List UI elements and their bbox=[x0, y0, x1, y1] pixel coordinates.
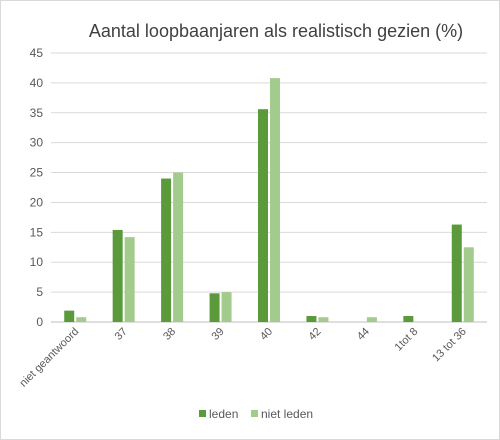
legend-label: leden bbox=[209, 407, 238, 421]
bar-leden bbox=[209, 293, 220, 322]
y-tick-label: 45 bbox=[30, 46, 44, 60]
x-tick-label: 1tot 8 bbox=[393, 326, 421, 354]
y-tick-label: 0 bbox=[36, 315, 43, 329]
y-tick-label: 5 bbox=[36, 285, 43, 299]
bar-niet-leden bbox=[463, 247, 474, 322]
legend: leden niet leden bbox=[199, 407, 313, 421]
bar-leden bbox=[64, 310, 75, 322]
bar-niet-leden bbox=[270, 78, 280, 323]
x-tick-label: 38 bbox=[161, 326, 178, 343]
x-tick-label: niet geantwoord bbox=[18, 326, 82, 390]
bars bbox=[64, 78, 474, 323]
x-axis: niet geantwoord 37 38 39 40 42 44 1tot 8 13 tot … bbox=[18, 326, 469, 390]
bar-leden bbox=[306, 316, 317, 322]
bar-leden bbox=[161, 178, 172, 322]
y-tick-label: 15 bbox=[30, 225, 44, 239]
x-tick-label: 42 bbox=[306, 326, 323, 343]
y-tick-label: 20 bbox=[30, 195, 44, 209]
y-tick-label: 30 bbox=[30, 136, 44, 150]
y-axis-ticks: 0 5 10 15 20 25 30 35 40 45 bbox=[30, 46, 44, 329]
bar-leden bbox=[258, 109, 268, 323]
x-tick-label: 13 tot 36 bbox=[430, 326, 469, 365]
chart-title: Aantal loopbaanjaren als realistisch gez… bbox=[89, 21, 463, 41]
bar-leden bbox=[112, 229, 123, 322]
bar-niet-leden bbox=[221, 292, 232, 322]
bar-leden bbox=[451, 224, 462, 322]
y-tick-label: 40 bbox=[30, 76, 44, 90]
gridlines bbox=[51, 52, 487, 323]
legend-swatch bbox=[199, 410, 206, 417]
legend-label: niet leden bbox=[261, 407, 313, 421]
bar-niet-leden bbox=[366, 317, 377, 322]
x-tick-label: 44 bbox=[355, 326, 372, 343]
y-tick-label: 35 bbox=[30, 106, 44, 120]
bar-niet-leden bbox=[173, 172, 184, 322]
bar-niet-leden bbox=[318, 317, 329, 322]
bar-leden bbox=[403, 316, 414, 322]
legend-swatch bbox=[251, 410, 258, 417]
x-tick-label: 37 bbox=[113, 326, 130, 343]
y-tick-label: 25 bbox=[30, 166, 44, 180]
x-tick-label: 39 bbox=[210, 326, 227, 343]
y-tick-label: 10 bbox=[30, 255, 44, 269]
bar-niet-leden bbox=[76, 317, 87, 322]
x-tick-label: 40 bbox=[258, 326, 275, 343]
bar-niet-leden bbox=[124, 237, 135, 322]
